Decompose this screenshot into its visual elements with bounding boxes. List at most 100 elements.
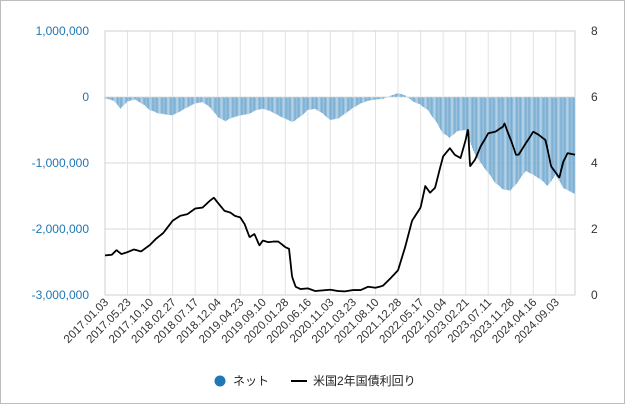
bar xyxy=(118,96,121,108)
bar xyxy=(167,96,169,115)
bar xyxy=(176,96,178,114)
bar xyxy=(364,96,366,103)
bar xyxy=(341,96,343,117)
bar xyxy=(476,96,478,158)
bar xyxy=(439,96,441,128)
bar xyxy=(316,96,318,111)
bar xyxy=(535,96,538,178)
bar xyxy=(259,96,261,110)
bar xyxy=(525,96,527,172)
bar xyxy=(497,96,499,186)
bar xyxy=(380,96,382,100)
bar xyxy=(202,96,204,103)
bar xyxy=(272,96,274,113)
bar xyxy=(222,96,224,121)
bar xyxy=(109,96,111,101)
bar xyxy=(382,96,384,99)
bar xyxy=(359,96,361,105)
bar xyxy=(171,96,173,116)
bar xyxy=(351,96,353,110)
bar xyxy=(329,96,331,121)
bar xyxy=(416,96,418,104)
bar xyxy=(241,96,243,116)
bar xyxy=(461,96,463,131)
bar xyxy=(210,96,212,109)
bar xyxy=(193,96,195,105)
bar xyxy=(537,96,539,178)
bar xyxy=(365,96,367,102)
bar xyxy=(522,96,524,175)
bar xyxy=(455,96,458,133)
bar xyxy=(307,96,309,111)
bar xyxy=(540,96,542,181)
bar xyxy=(251,96,254,113)
bar xyxy=(428,96,430,113)
bar xyxy=(213,96,215,113)
bar xyxy=(557,96,559,179)
bar xyxy=(560,96,562,185)
bar xyxy=(466,96,468,134)
bar xyxy=(211,96,213,110)
bar xyxy=(526,96,529,172)
bar xyxy=(105,96,107,99)
bar xyxy=(246,96,248,115)
bar xyxy=(240,96,242,116)
bar xyxy=(148,96,150,110)
bar xyxy=(212,96,214,112)
bar xyxy=(144,96,146,107)
bar xyxy=(490,96,492,178)
bar xyxy=(111,96,113,101)
bar xyxy=(494,96,496,183)
bar xyxy=(547,96,549,187)
left-tick-label: -2,000,000 xyxy=(32,222,90,236)
bar xyxy=(321,96,323,114)
bar xyxy=(182,96,184,111)
bar xyxy=(516,96,518,183)
bar xyxy=(421,96,423,106)
bar xyxy=(198,96,201,103)
bar xyxy=(327,96,329,119)
bar xyxy=(284,96,286,119)
bar xyxy=(454,96,456,134)
bar xyxy=(408,96,410,99)
bar xyxy=(229,96,231,120)
bar xyxy=(534,96,536,177)
bar xyxy=(459,96,461,132)
bar xyxy=(304,96,306,113)
bar xyxy=(204,96,206,105)
bar xyxy=(397,92,399,98)
bar-series xyxy=(104,92,576,195)
bar xyxy=(414,96,416,103)
bar xyxy=(264,96,266,110)
bar xyxy=(113,96,115,102)
bar xyxy=(139,96,141,103)
bar xyxy=(122,96,124,107)
bar xyxy=(427,96,429,112)
yield-line xyxy=(104,122,576,293)
bar xyxy=(158,96,160,114)
bar xyxy=(533,96,535,176)
bar xyxy=(405,95,407,98)
bar xyxy=(205,96,207,105)
bar xyxy=(292,96,294,122)
bar xyxy=(401,94,403,98)
bar xyxy=(375,96,377,100)
bar xyxy=(178,96,180,113)
bar xyxy=(489,96,491,177)
bar xyxy=(374,96,376,100)
bar xyxy=(115,96,117,104)
bar xyxy=(506,96,508,191)
bar xyxy=(353,96,355,108)
bar xyxy=(410,96,412,101)
bar xyxy=(219,96,221,119)
bar xyxy=(567,96,569,191)
bar xyxy=(233,96,235,118)
bar xyxy=(513,96,515,187)
bar xyxy=(185,96,187,109)
bar xyxy=(186,96,188,108)
legend-marker-net xyxy=(214,375,226,387)
bar xyxy=(312,96,314,110)
bar xyxy=(104,96,106,99)
bar xyxy=(120,96,122,109)
bar xyxy=(230,96,232,119)
